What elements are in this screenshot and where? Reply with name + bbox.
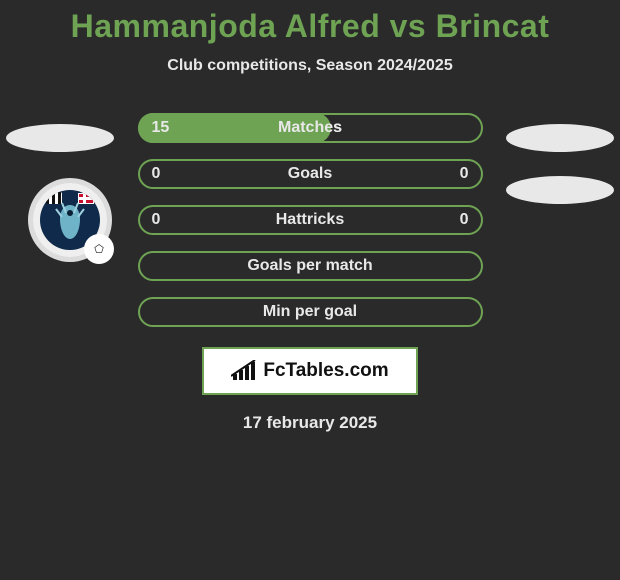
stat-value-right: 0 xyxy=(460,165,469,183)
stat-label: Goals xyxy=(288,165,332,183)
watermark: FcTables.com xyxy=(202,347,418,395)
peacock-icon xyxy=(50,199,90,243)
stat-pill-outline: Goals per match xyxy=(138,251,483,281)
subtitle: Club competitions, Season 2024/2025 xyxy=(0,57,620,75)
watermark-text: FcTables.com xyxy=(263,360,388,382)
soccer-ball-icon xyxy=(84,234,114,264)
stat-row-hattricks: Hattricks 0 0 xyxy=(138,205,483,235)
footer-date: 17 february 2025 xyxy=(0,413,620,433)
stat-label-overlay: Matches xyxy=(278,119,342,137)
player-left-silhouette xyxy=(6,124,114,152)
stat-value-left: 0 xyxy=(152,211,161,229)
stat-pill-outline: Hattricks xyxy=(138,205,483,235)
stat-value-left: 0 xyxy=(152,165,161,183)
stat-label: Min per goal xyxy=(263,303,357,321)
stat-row-goals: Goals 0 0 xyxy=(138,159,483,189)
stat-label: Goals per match xyxy=(247,257,372,275)
stat-row-gpm: Goals per match xyxy=(138,251,483,281)
stat-row-matches: Matches 15 Matches xyxy=(138,113,483,143)
stat-row-mpg: Min per goal xyxy=(138,297,483,327)
stat-pill-outline: Goals xyxy=(138,159,483,189)
bar-chart-icon xyxy=(231,360,257,382)
club-right-silhouette xyxy=(506,176,614,204)
page-title: Hammanjoda Alfred vs Brincat xyxy=(0,0,620,45)
stat-value-left: 15 xyxy=(152,119,170,137)
stat-label: Hattricks xyxy=(276,211,344,229)
stat-value-right: 0 xyxy=(460,211,469,229)
stat-pill-outline: Min per goal xyxy=(138,297,483,327)
club-badge-left xyxy=(28,178,112,262)
player-right-silhouette xyxy=(506,124,614,152)
